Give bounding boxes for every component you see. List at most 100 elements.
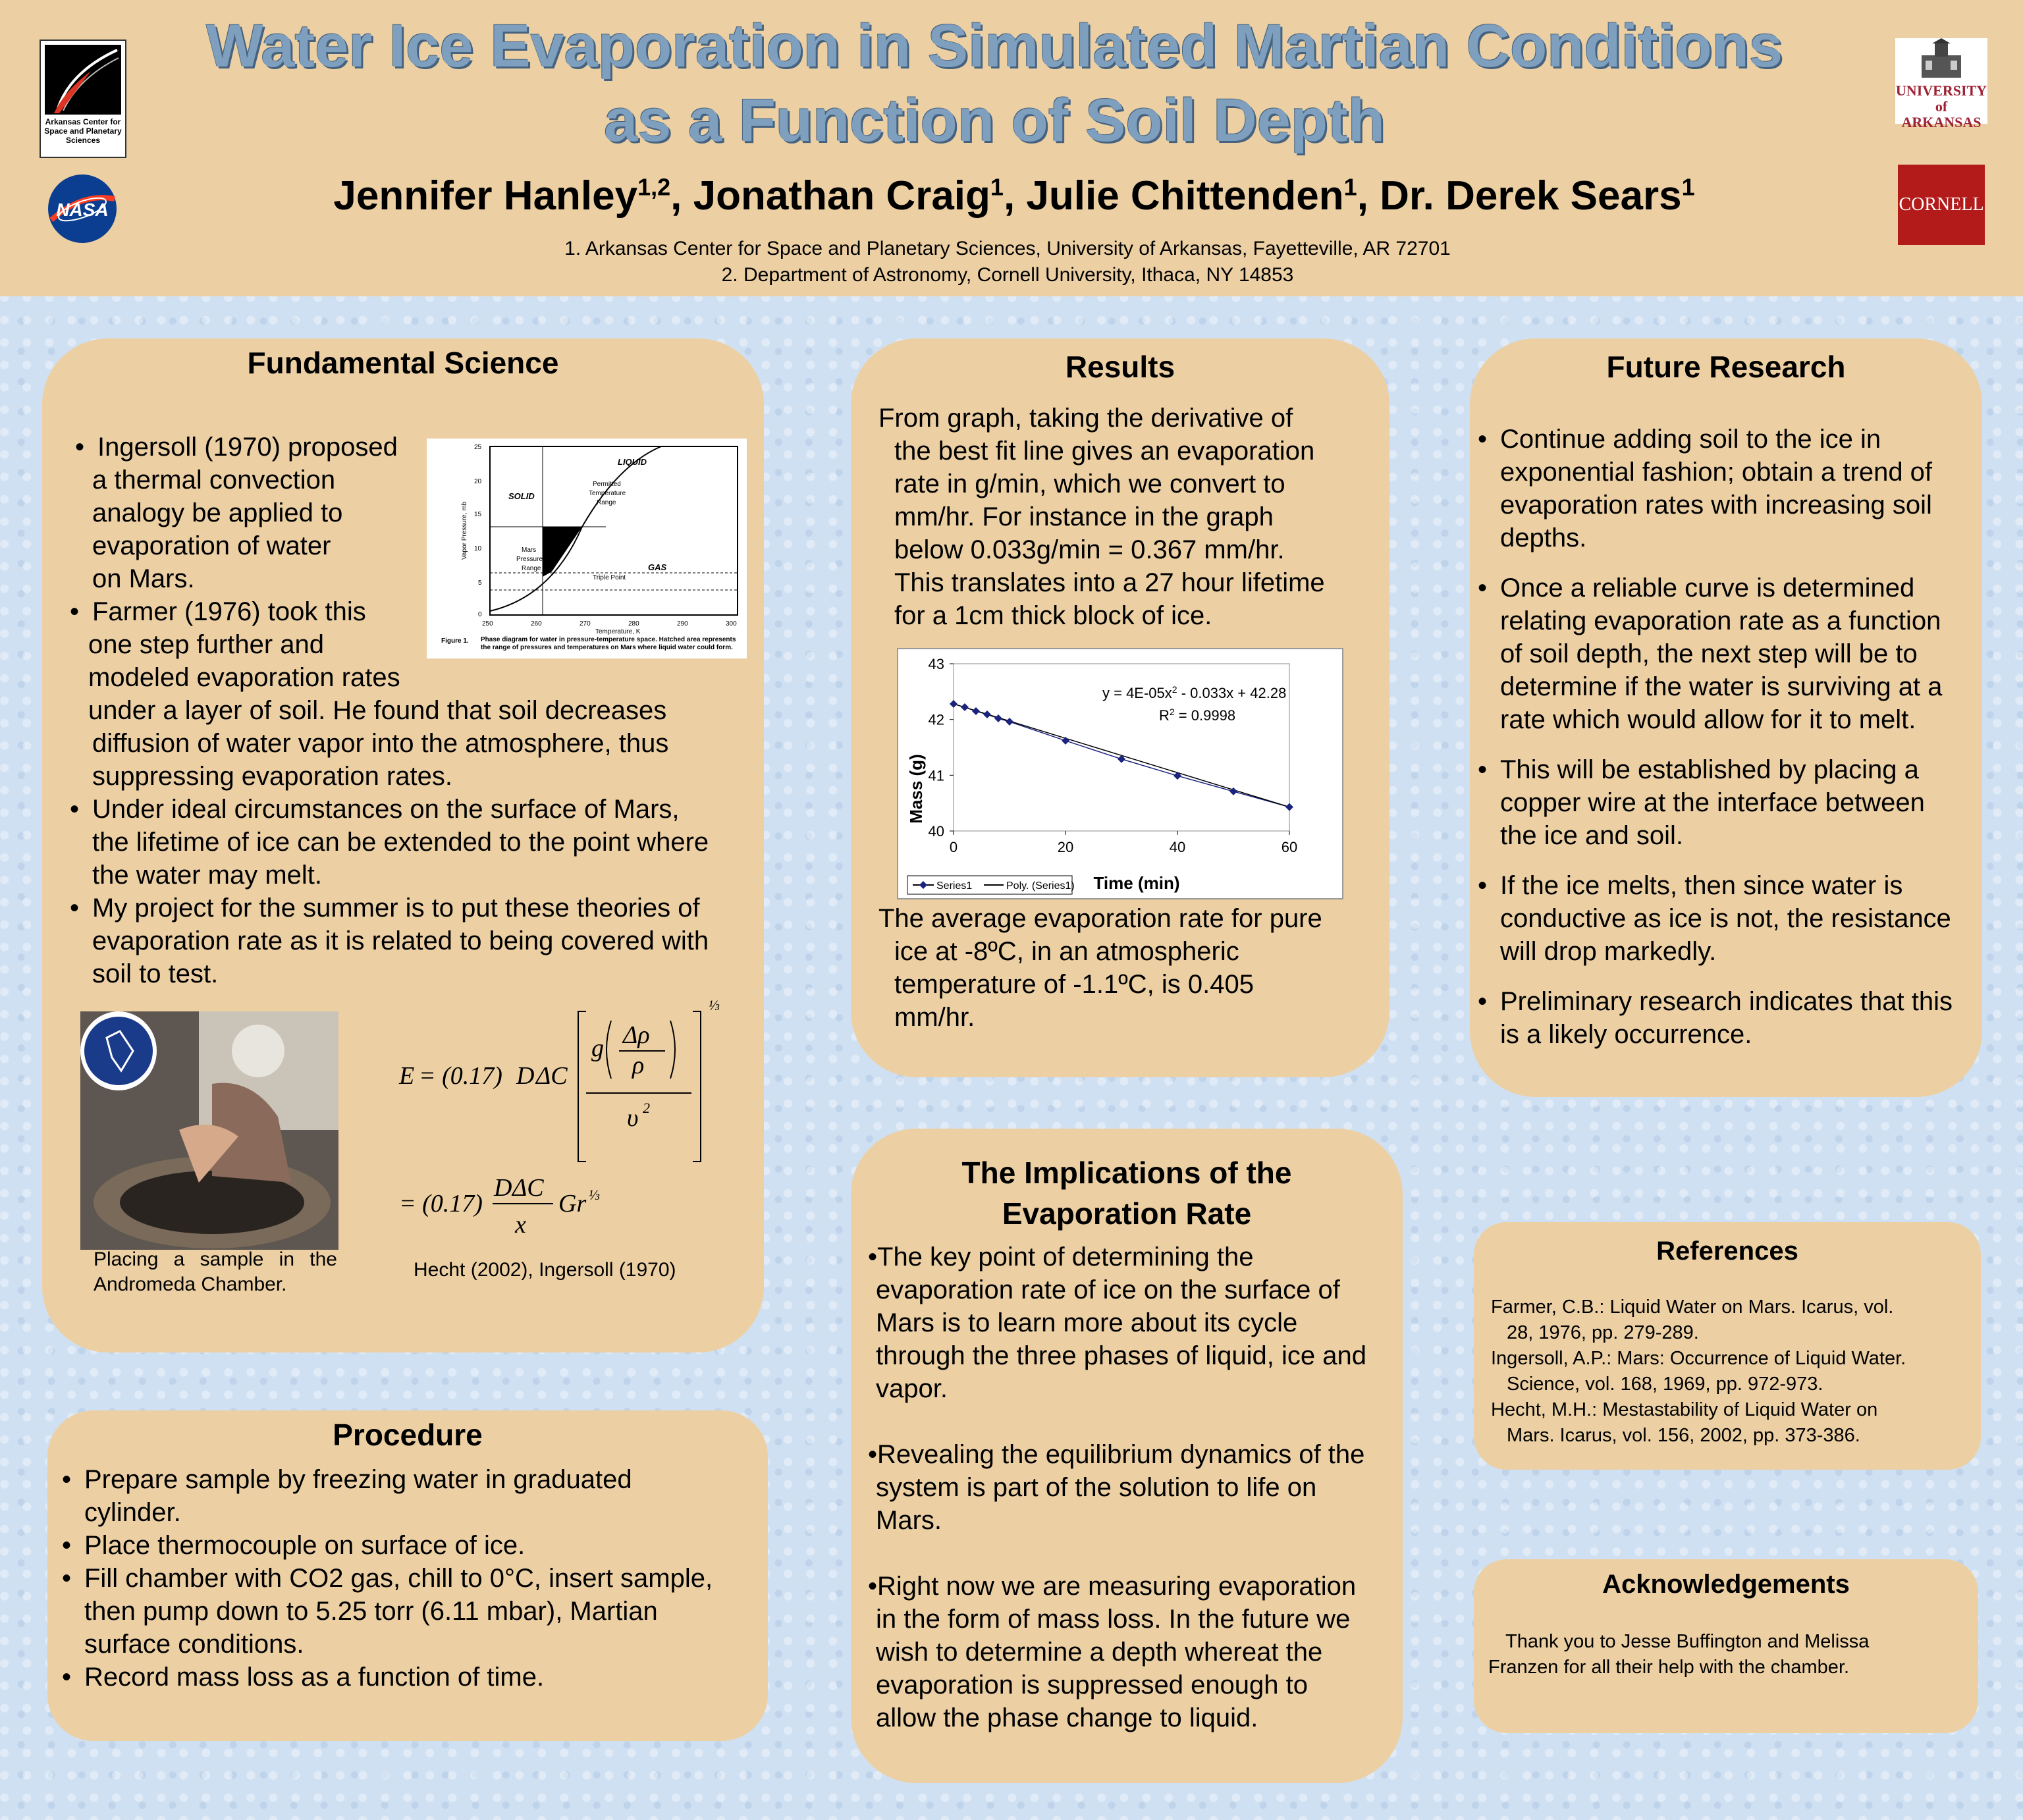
svg-text:= (0.17): = (0.17) [399, 1190, 483, 1218]
acknowledgements-panel: Acknowledgements [1474, 1559, 1978, 1733]
references-heading: References [1656, 1237, 1798, 1266]
bullet-ideal-circumstances: Under ideal circumstances on the surface… [70, 793, 764, 892]
bullet-summer-project: My project for the summer is to put thes… [70, 892, 764, 990]
future-item: Preliminary research indicates that this… [1478, 985, 1981, 1051]
cornell-logo: CORNELL [1898, 165, 1985, 245]
svg-text:LIQUID: LIQUID [618, 457, 647, 467]
chart-annotation-equation: y = 4E-05x2 - 0.033x + 42.28 [1102, 684, 1286, 701]
svg-text:0: 0 [478, 611, 482, 618]
svg-text:Mars: Mars [522, 547, 536, 554]
svg-text:⅓: ⅓ [589, 1187, 600, 1203]
svg-text:D: D [516, 1062, 534, 1090]
data-point [1173, 772, 1181, 780]
svg-text:280: 280 [628, 620, 639, 628]
svg-text:Vapor Pressure, mb: Vapor Pressure, mb [461, 501, 468, 560]
results-text-2: The average evaporation rate for pure ic… [878, 904, 1322, 1032]
x-tick-label: 20 [1058, 839, 1073, 855]
y-tick-label: 41 [929, 767, 944, 784]
svg-text:Permitted: Permitted [593, 481, 621, 488]
comet-icon [45, 45, 121, 115]
data-point [961, 703, 969, 712]
andromeda-chamber-photo [80, 1011, 338, 1250]
author-2: Jonathan Craig1, [693, 173, 1027, 219]
data-point [1285, 803, 1293, 811]
procedure-heading: Procedure [333, 1418, 483, 1452]
x-tick-label: 40 [1170, 839, 1185, 855]
svg-text:ΔC: ΔC [511, 1174, 544, 1202]
x-tick-label: 0 [950, 839, 958, 855]
poster-title: Water Ice Evaporation in Simulated Marti… [119, 9, 1870, 158]
title-line-1: Water Ice Evaporation in Simulated Marti… [205, 13, 1783, 80]
procedure-step: Prepare sample by freezing water in grad… [62, 1463, 756, 1529]
reference-entry: Ingersoll, A.P.: Mars: Occurrence of Liq… [1491, 1348, 1906, 1369]
fundamental-science-heading: Fundamental Science [247, 346, 559, 380]
reference-entry: Hecht, M.H.: Mestastability of Liquid Wa… [1491, 1399, 1878, 1420]
svg-text:10: 10 [474, 545, 482, 552]
plot-area [953, 663, 1290, 832]
chart-x-axis-label: Time (min) [1094, 873, 1180, 893]
svg-text:260: 260 [531, 620, 542, 628]
acasp-logo: Arkansas Center for Space and Planetary … [40, 40, 126, 158]
svg-text:GAS: GAS [648, 562, 667, 572]
bullet-farmer: Farmer (1976) took this one step further… [70, 595, 764, 793]
svg-text:ΔC: ΔC [535, 1062, 568, 1090]
future-research-list: Continue adding soil to the ice inexpone… [1478, 423, 1981, 1051]
future-item: This will be established by placing acop… [1478, 753, 1981, 852]
svg-text:g: g [591, 1034, 604, 1062]
svg-text:E: E [398, 1062, 414, 1090]
chart-y-axis-label: Mass (g) [906, 754, 926, 823]
data-point [1006, 718, 1013, 726]
svg-text:Range: Range [597, 499, 616, 506]
evaporation-formula: E = (0.17) D ΔC ⅓ g Δρ ρ υ 2 = (0.17) D … [395, 994, 724, 1245]
svg-text:Gr: Gr [558, 1190, 586, 1218]
acknowledgements-text: Thank you to Jesse Buffington and Meliss… [1488, 1631, 1870, 1678]
y-tick-label: 42 [929, 712, 944, 728]
svg-text:Δρ: Δρ [622, 1021, 650, 1049]
future-research-heading: Future Research [1606, 350, 1846, 384]
svg-text:Temperature: Temperature [589, 490, 626, 497]
svg-text:x: x [514, 1211, 526, 1239]
implications-panel: The Implications of the Evaporation Rate [851, 1129, 1403, 1783]
mass-vs-time-chart: 40 41 42 43 0 20 40 60 y = 4E-05x2 - 0.033x + 4… [897, 648, 1343, 899]
bullet-ingersoll: Ingersoll (1970) proposed a thermal conv… [75, 431, 769, 595]
svg-text:300: 300 [726, 620, 737, 628]
future-item: Once a reliable curve is determinedrelat… [1478, 572, 1981, 736]
data-point [994, 714, 1002, 722]
old-main-building-icon [1922, 38, 1961, 78]
svg-text:υ: υ [627, 1104, 638, 1132]
formula-citation: Hecht (2002), Ingersoll (1970) [414, 1259, 676, 1281]
y-tick-label: 40 [929, 823, 944, 840]
legend-series1: Series1 [936, 880, 972, 892]
reference-entry: Farmer, C.B.: Liquid Water on Mars. Icar… [1491, 1297, 1894, 1318]
affiliation-2: 2. Department of Astronomy, Cornell Univ… [721, 264, 1294, 286]
svg-text:Temperature, K: Temperature, K [595, 628, 641, 635]
legend-poly: Poly. (Series1) [1006, 880, 1075, 892]
photo-caption: Placing a sample in the Andromeda Chambe… [94, 1248, 337, 1295]
svg-text:NASA: NASA [56, 200, 108, 220]
title-line-2: as a Function of Soil Depth [604, 87, 1385, 154]
svg-text:250: 250 [482, 620, 493, 628]
procedure-list: Prepare sample by freezing water in grad… [62, 1463, 756, 1694]
author-1: Jennifer Hanley1,2, [333, 173, 693, 219]
svg-text:20: 20 [474, 478, 482, 485]
nasa-logo: NASA [46, 173, 119, 245]
svg-text:25: 25 [474, 444, 482, 451]
chart-legend: Series1 Poly. (Series1) [907, 875, 1075, 895]
data-point [972, 707, 980, 715]
svg-text:15: 15 [474, 511, 482, 518]
procedure-step: Record mass loss as a function of time. [62, 1661, 756, 1694]
svg-text:5: 5 [478, 579, 482, 587]
svg-text:D: D [493, 1174, 512, 1202]
chart-annotation-r2: R2 = 0.9998 [1159, 707, 1235, 724]
author-4: Dr. Derek Sears1 [1380, 173, 1695, 219]
author-3: Julie Chittenden1, [1026, 173, 1380, 219]
data-point [1229, 787, 1237, 795]
references-list: Farmer, C.B.: Liquid Water on Mars. Icar… [1491, 1295, 1972, 1449]
svg-text:Figure 1.: Figure 1. [441, 637, 469, 645]
results-heading: Results [1065, 350, 1175, 384]
phase-diagram-figure: 25 20 15 10 5 0 250 260 270 280 290 300 … [427, 439, 747, 658]
svg-text:Pressure: Pressure [516, 556, 543, 563]
andromeda-logo [80, 1011, 157, 1090]
svg-text:⅓: ⅓ [709, 997, 720, 1013]
svg-text:290: 290 [677, 620, 688, 628]
